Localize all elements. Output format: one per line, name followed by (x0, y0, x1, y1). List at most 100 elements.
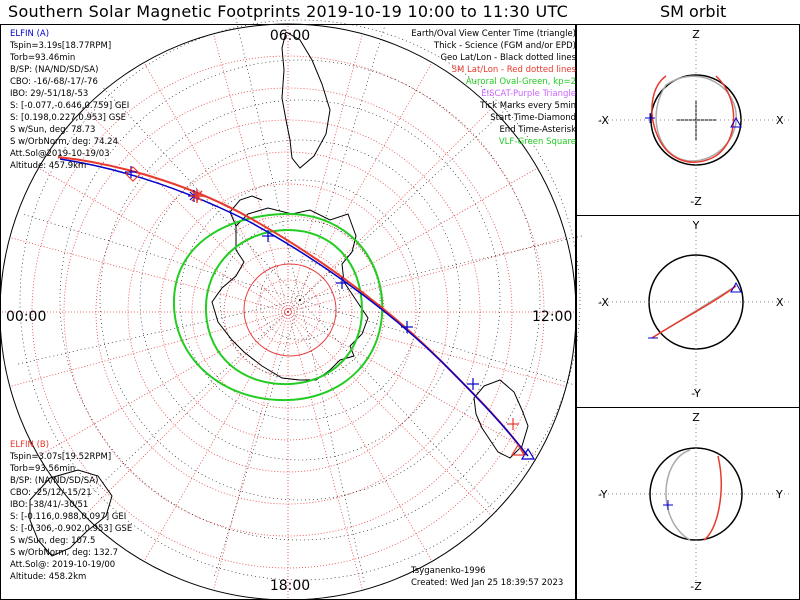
elfin-a-line: S: [-0.077,-0.646,0.759] GEI (10, 101, 130, 111)
elfin-b-orbit (651, 75, 735, 163)
tick-mark (336, 277, 348, 289)
geo-longitude-spoke (87, 299, 301, 498)
geo-longitude-spoke (214, 299, 301, 578)
track-markers (125, 166, 536, 460)
legend-item: Earth/Oval View Center Time (triangle) (411, 29, 576, 39)
geo-longitude-spoke (299, 299, 498, 513)
sm-longitude-spoke (287, 311, 492, 516)
geo-latitude-ring (179, 179, 421, 421)
orbit2-label-left: -X (598, 296, 609, 309)
elfin-a-line: S: [0.198,0.227,0.953] GSE (10, 113, 127, 123)
map-outer-circle (0, 23, 577, 600)
orbit3-label-top: Z (692, 411, 700, 424)
elfin-a-line: IBO: 29/-51/18/-53 (10, 89, 89, 99)
elfin-a-line: Tspin=3.19s[18.77RPM] (10, 41, 112, 51)
legend-item: Thick - Science (FGM and/or EPD) (433, 41, 576, 51)
geo-latitude-ring (219, 219, 381, 381)
elfin-a-view-triangle (730, 281, 742, 293)
elfin-b-line: Att.Sol@: 2019-10-19/00 (10, 560, 116, 570)
elfin-b-line: S: [-0.116,0.988,0.097] GEI (10, 512, 127, 522)
orbit-panel-title: SM orbit (660, 2, 727, 21)
tick-mark (125, 166, 137, 178)
geo-longitude-spoke (299, 299, 578, 386)
sm-latitude-ring (255, 279, 321, 345)
elfin-a-line: S w/OrbNorm, deg: 74.24 (10, 137, 119, 147)
sm-longitude-spoke (9, 237, 289, 313)
created-timestamp: Created: Wed Jan 25 18:39:57 2023 (411, 578, 564, 588)
legend-item: VLF-Green Square (498, 137, 576, 147)
elfin-b-line: CBO: -25/12/-15/21 (10, 488, 92, 498)
geo-longitude-spoke (17, 299, 301, 365)
legend-item: Tick Marks every 5min (480, 101, 576, 111)
geo-latitude-ring (99, 99, 501, 501)
sm-pole-circle (243, 263, 337, 357)
elfin-a-line: S w/Sun, deg: 78.73 (10, 125, 96, 135)
legend: Earth/Oval View Center Time (triangle) T… (411, 28, 576, 148)
orbit-panel-yz (600, 420, 792, 588)
elfin-a-line: Torb=93.46min (10, 53, 76, 63)
elfin-a-line: B/SP: (NA/ND/SD/SA) (10, 65, 99, 75)
sm-longitude-spoke (287, 237, 567, 313)
sm-longitude-spoke (9, 311, 289, 387)
elfin-b-footprint-track (57, 156, 527, 456)
time-label-top: 06:00 (270, 28, 310, 44)
elfin-b-line: S: [-0.306,-0.902,0.953] GSE (10, 524, 133, 534)
geo-longitude-spoke (235, 17, 301, 301)
antarctica-outline (211, 207, 369, 381)
orbit2-label-right: X (776, 296, 784, 309)
elfin-a-view-triangle (730, 116, 742, 128)
orbit-panel-frame (576, 24, 800, 600)
orbit-panel-xy (600, 228, 792, 396)
elfin-a-view-center-triangle (520, 447, 536, 460)
orbit3-label-right: Y (775, 488, 783, 501)
legend-item: EISCAT-Purple Triangle (481, 89, 576, 99)
antarctic-peninsula-outline (229, 195, 263, 227)
elfin-b-line: Tspin=3.07s[19.52RPM] (10, 452, 112, 462)
elfin-a-line: CBO: -16/-68/-17/-76 (10, 77, 98, 87)
elfin-a-line: Altitude: 457.9km (10, 161, 87, 171)
elfin-a-orbit (665, 449, 691, 541)
elfin-a-name: ELFIN (A) (10, 29, 50, 39)
elfin-b-info: ELFIN (B) Tspin=3.07s[19.52RPM] Torb=93.… (10, 439, 132, 583)
geo-latitude-ring (59, 59, 541, 541)
elfin-b-line: Torb=93.56min (10, 464, 76, 474)
geo-longitude-spoke (299, 299, 365, 583)
legend-item: Geo Lat/Lon - Black dotted lines (440, 53, 576, 63)
time-label-left: 00:00 (6, 309, 46, 325)
geo-latitude-ring (139, 139, 461, 461)
tick-mark (507, 418, 519, 430)
elfin-b-line: Altitude: 458.2km (10, 572, 87, 582)
elfin-b-line: B/SP: (NA/ND/SD/SA) (10, 476, 99, 486)
elfin-b-name: ELFIN (B) (10, 440, 50, 450)
elfin-a-info: ELFIN (A) Tspin=3.19s[18.77RPM] Torb=93.… (10, 28, 129, 172)
legend-item: Start Time-Diamond (490, 113, 576, 123)
orbit2-label-top: Y (692, 219, 700, 232)
elfin-b-end-asterisk (190, 189, 204, 203)
elfin-b-start-diamond (125, 166, 141, 182)
orbit-panel-xz (600, 36, 792, 205)
sm-longitude-spoke (287, 311, 433, 562)
orbit1-label-top: Z (692, 28, 700, 41)
geo-longitude-spoke (22, 214, 301, 301)
orbit1-label-left: -X (598, 114, 609, 127)
tick-mark (467, 378, 479, 390)
elfin-b-line: S w/Sun, deg: 107.5 (10, 536, 96, 546)
legend-item: SM Lat/Lon - Red dotted lines (451, 65, 576, 75)
sm-latitude-ring (63, 87, 513, 537)
south-america-outline (281, 31, 331, 169)
elfin-b-line: IBO: -38/41/-30/51 (10, 500, 89, 510)
auroral-oval-outer (172, 212, 384, 402)
elfin-b-view-center-triangle (510, 443, 526, 456)
sm-longitude-spoke (287, 311, 363, 591)
chart-title: Southern Solar Magnetic Footprints 2019-… (8, 2, 569, 21)
legend-item: Auroral Oval-Green, kp=2 (465, 77, 576, 87)
elfin-a-orbit (655, 75, 737, 162)
sm-longitude-spoke (287, 33, 363, 313)
tick-mark (262, 230, 274, 242)
orbit2-label-bottom: -Y (691, 387, 701, 400)
elfin-a-line: Att.Sol@2019-10-19/03 (10, 149, 110, 159)
geo-longitude-spoke (299, 22, 386, 301)
geo-longitude-spoke (299, 235, 583, 301)
geo-latitude-ring (19, 19, 581, 581)
polar-map (0, 17, 583, 600)
